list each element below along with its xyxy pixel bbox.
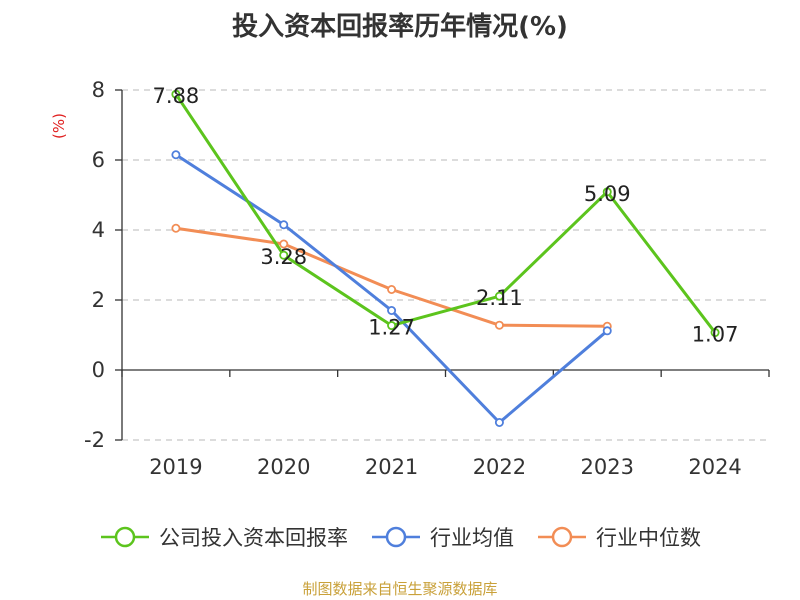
data-label: 1.27	[368, 316, 415, 340]
data-point	[171, 223, 181, 233]
legend-label-industry-mean: 行业均值	[430, 526, 514, 550]
data-label: 2.11	[476, 286, 523, 310]
data-point	[387, 305, 397, 315]
data-point	[602, 326, 612, 336]
legend-item-industry-mean[interactable]: 行业均值	[370, 522, 514, 552]
data-point	[602, 187, 612, 197]
x-tick-label: 2021	[365, 455, 418, 479]
legend-line-marker-icon	[101, 526, 149, 548]
data-point	[494, 320, 504, 330]
data-point	[494, 417, 504, 427]
data-point	[279, 220, 289, 230]
x-tick-label: 2019	[149, 455, 202, 479]
y-tick-label: 2	[92, 288, 105, 312]
data-point	[387, 321, 397, 331]
y-tick-label: 0	[92, 358, 105, 382]
y-tick-label: -2	[84, 428, 105, 452]
data-label: 7.88	[153, 84, 200, 108]
legend-line-marker-icon	[538, 526, 586, 548]
legend-label-industry-median: 行业中位数	[596, 526, 701, 550]
legend-label-company: 公司投入资本回报率	[159, 526, 348, 550]
data-label: 3.28	[260, 245, 307, 269]
legend-item-company[interactable]: 公司投入资本回报率	[99, 522, 348, 552]
data-point	[279, 250, 289, 260]
x-tick-label: 2022	[473, 455, 526, 479]
x-tick-label: 2024	[688, 455, 741, 479]
data-label: 5.09	[584, 182, 631, 206]
series-line	[174, 93, 717, 334]
legend-line-marker-icon	[372, 526, 420, 548]
legend: 公司投入资本回报率 行业均值 行业中位数	[0, 519, 800, 555]
y-tick-label: 6	[92, 148, 105, 172]
y-axis-title: (%)	[50, 113, 68, 139]
data-labels: 7.88 3.28 1.27 2.11 5.09 1.07	[153, 84, 739, 346]
x-tick-label: 2023	[581, 455, 634, 479]
source-note: 制图数据来自恒生聚源数据库	[302, 580, 498, 598]
y-tick-label: 4	[92, 218, 105, 242]
data-label: 1.07	[692, 323, 739, 347]
data-point	[171, 89, 181, 99]
axes: -2 0 2 4 6 8 (%) 2019 2020 2021 2022 2023 2024	[50, 78, 770, 479]
chart-title: 投入资本回报率历年情况(%)	[232, 12, 568, 42]
data-point	[279, 239, 289, 249]
grid-lines	[122, 89, 769, 441]
data-point	[494, 291, 504, 301]
data-point	[171, 150, 181, 160]
data-point	[710, 328, 720, 338]
x-tick-label: 2020	[257, 455, 310, 479]
y-tick-label: 8	[92, 78, 105, 102]
data-point	[387, 284, 397, 294]
series-lines	[171, 89, 720, 427]
legend-item-industry-median[interactable]: 行业中位数	[536, 522, 701, 552]
